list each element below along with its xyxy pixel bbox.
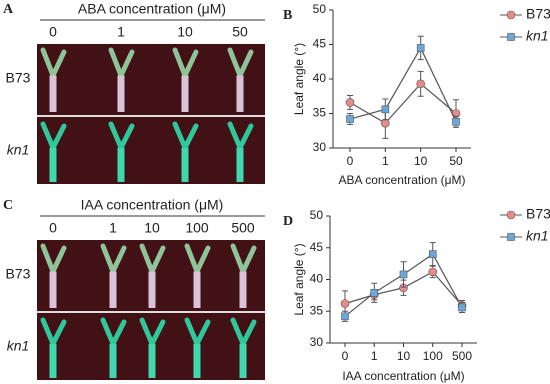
marker bbox=[381, 118, 390, 128]
series-line bbox=[349, 82, 457, 124]
y-tick-label: 35 bbox=[313, 106, 327, 120]
plant-leaf bbox=[139, 243, 166, 274]
y-tick-label: 50 bbox=[310, 208, 324, 222]
y-axis-label: Leaf angle (°) bbox=[292, 43, 306, 115]
series-line bbox=[349, 46, 457, 123]
plant-leaf bbox=[184, 243, 211, 274]
plant-leaf bbox=[100, 243, 127, 274]
column-label: 0 bbox=[49, 24, 57, 40]
x-tick-label: 0 bbox=[347, 154, 354, 168]
marker bbox=[345, 98, 355, 107]
panel-letter: C bbox=[3, 198, 13, 213]
marker bbox=[458, 303, 466, 312]
marker bbox=[370, 289, 379, 297]
photo-glow bbox=[37, 44, 265, 184]
plant-leaf bbox=[40, 121, 67, 151]
legend-marker bbox=[506, 10, 516, 20]
marker bbox=[340, 299, 350, 308]
y-tick-label: 40 bbox=[313, 71, 327, 85]
plant-leaf bbox=[108, 121, 135, 151]
legend-label: B73 bbox=[526, 6, 550, 22]
plant-leaf bbox=[230, 317, 257, 347]
y-tick-label: 30 bbox=[313, 140, 327, 154]
plant-leaf bbox=[230, 243, 257, 274]
column-label: 10 bbox=[144, 220, 160, 236]
column-label: 10 bbox=[177, 24, 193, 40]
plant-leaf bbox=[227, 47, 254, 78]
legend-marker bbox=[507, 233, 515, 241]
column-label: 1 bbox=[109, 220, 117, 236]
y-tick-label: 40 bbox=[310, 272, 324, 286]
photo-background bbox=[37, 44, 265, 184]
legend-label: kn1 bbox=[526, 28, 549, 44]
marker bbox=[428, 267, 438, 277]
x-tick-label: 100 bbox=[423, 349, 443, 363]
x-tick-label: 1 bbox=[382, 154, 389, 168]
column-label: 500 bbox=[231, 220, 255, 236]
panel-letter: A bbox=[3, 2, 14, 17]
x-tick-label: 500 bbox=[452, 349, 472, 363]
marker bbox=[341, 312, 349, 321]
row-label: kn1 bbox=[7, 142, 30, 158]
x-tick-label: 0 bbox=[342, 349, 349, 363]
marker bbox=[399, 270, 408, 279]
x-tick-label: 10 bbox=[414, 154, 428, 168]
plant-leaf bbox=[139, 317, 166, 347]
y-tick-label: 30 bbox=[310, 335, 324, 349]
panel-title: ABA concentration (μM) bbox=[78, 1, 226, 17]
marker bbox=[428, 250, 437, 258]
marker bbox=[346, 115, 354, 123]
plant-leaf bbox=[40, 47, 67, 78]
marker bbox=[416, 44, 425, 52]
column-label: 1 bbox=[117, 24, 125, 40]
plant-leaf bbox=[227, 121, 254, 151]
plant-leaf bbox=[172, 121, 199, 151]
column-label: 50 bbox=[232, 24, 248, 40]
column-label: 0 bbox=[49, 220, 57, 236]
plant-leaf bbox=[184, 317, 211, 347]
panel-title: IAA concentration (μM) bbox=[81, 197, 224, 213]
row-label: B73 bbox=[6, 70, 31, 86]
x-axis-label: ABA concentration (μM) bbox=[339, 173, 466, 187]
y-tick-label: 45 bbox=[310, 240, 324, 254]
plant-leaf bbox=[172, 47, 199, 78]
marker bbox=[452, 117, 460, 126]
panel-letter: D bbox=[283, 214, 293, 229]
x-tick-label: 10 bbox=[397, 349, 411, 363]
y-tick-label: 50 bbox=[313, 2, 327, 16]
row-label: B73 bbox=[6, 266, 31, 282]
y-tick-label: 35 bbox=[310, 303, 324, 317]
y-tick-label: 45 bbox=[313, 37, 327, 51]
y-axis-label: Leaf angle (°) bbox=[292, 243, 306, 315]
plant-leaf bbox=[108, 47, 135, 78]
marker bbox=[381, 105, 390, 114]
x-tick-label: 1 bbox=[371, 349, 378, 363]
legend-marker bbox=[507, 33, 515, 41]
plant-leaf bbox=[100, 317, 127, 347]
x-axis-label: IAA concentration (μM) bbox=[342, 369, 464, 383]
plant-leaf bbox=[40, 243, 67, 274]
panel-letter: B bbox=[283, 8, 292, 23]
marker bbox=[416, 79, 425, 89]
legend-marker bbox=[506, 210, 516, 220]
legend-label: B73 bbox=[526, 206, 550, 222]
x-tick-label: 50 bbox=[449, 154, 463, 168]
column-label: 100 bbox=[185, 220, 209, 236]
legend-label: kn1 bbox=[526, 228, 549, 244]
row-label: kn1 bbox=[7, 338, 30, 354]
plant-leaf bbox=[40, 317, 67, 347]
